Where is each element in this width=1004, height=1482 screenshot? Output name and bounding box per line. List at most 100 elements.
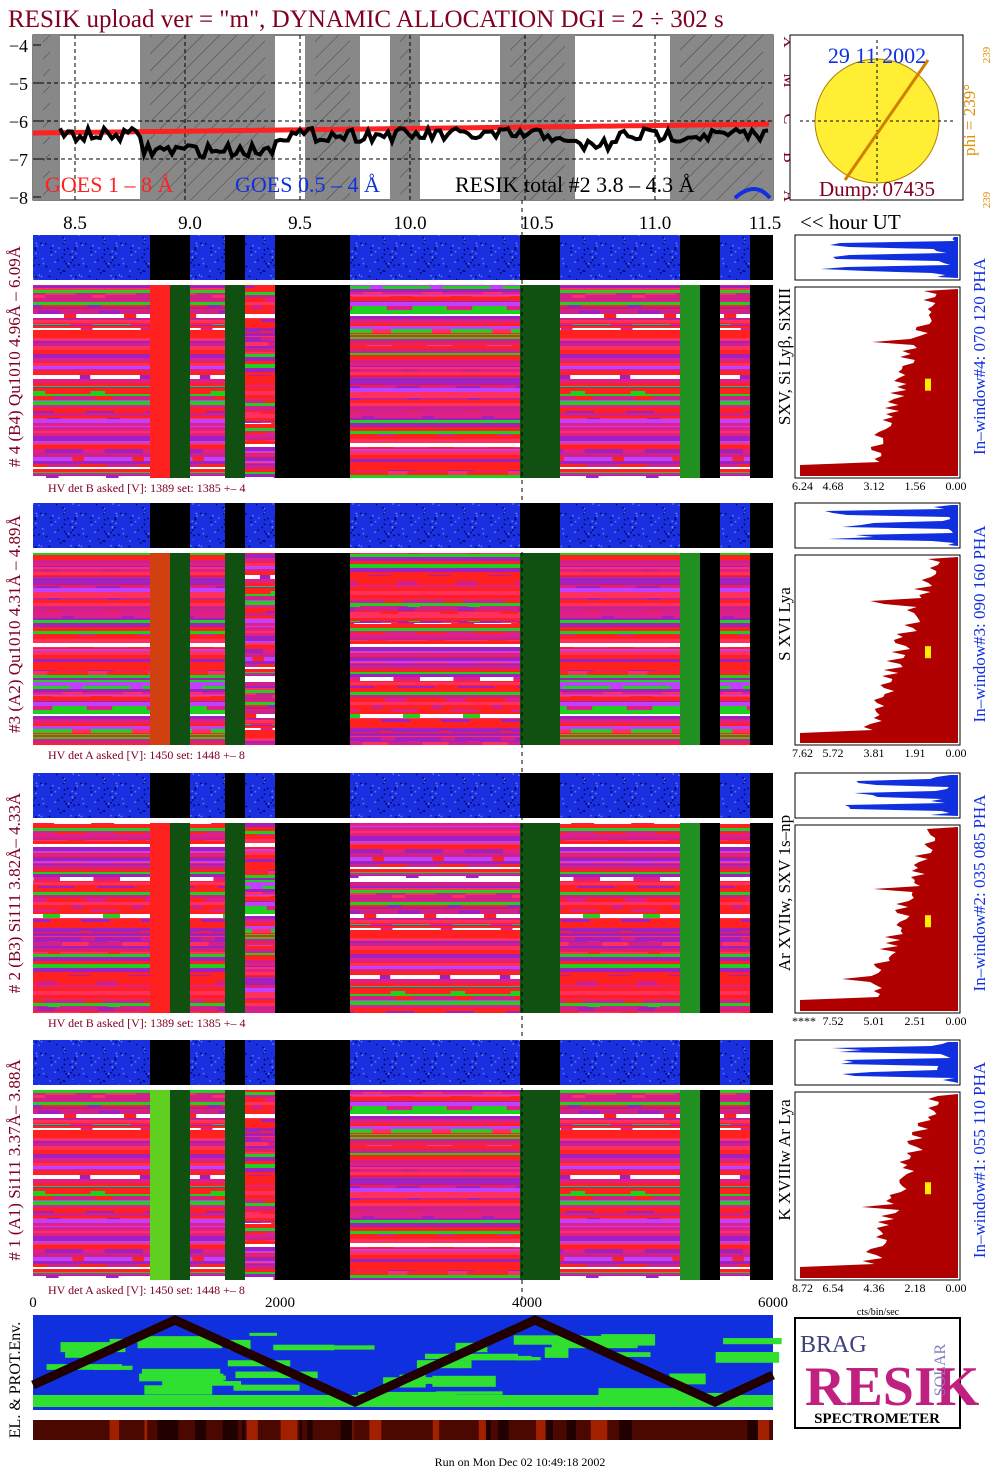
spectrogram-segment [225,1090,245,1280]
spectrogram-segment [720,553,750,745]
hist-tick-label: 6.54 [823,1281,844,1295]
spectrogram-segment [190,823,225,1013]
logo-bottom: SPECTROMETER [814,1411,940,1427]
env-bar-stripe [195,1420,206,1440]
hist-tick-label: 0.00 [946,479,967,493]
spectrogram-segment [245,285,275,478]
env-label: EL. & PROT.Env. [7,1322,24,1438]
hist-tick-label: 0.00 [946,746,967,760]
pha-strip [33,235,150,280]
x-tick-label: 11.5 [749,213,782,234]
spectrogram-segment [170,553,190,745]
spectrogram-segment [245,823,275,1013]
pha-strip [720,1040,750,1085]
panel-label: # 2 (B3) Si111 3.82Å– 4.33Å [5,792,24,993]
count-tick-label: 0 [29,1295,37,1311]
saa-hatch [150,35,265,200]
window-label: In–window#2: 035 085 PHA [970,794,989,992]
pha-strip [720,235,750,280]
flare-class: C [780,114,797,125]
spectrogram-segment [275,1090,350,1280]
hist-tick-label: 6.24 [792,479,813,493]
spectrogram-segment [245,553,275,745]
spectrogram-segment [350,285,520,478]
spectrogram-segment [190,285,225,478]
spectrogram-segment [150,553,170,745]
spectrogram-segment [560,823,680,1013]
flare-class: B [780,152,797,163]
saa-hatch [400,35,410,200]
hv-label: HV det A asked [V]: 1450 set: 1448 +– 8 [48,748,245,762]
logo-frame [794,1317,961,1429]
spectrogram-segment [170,1090,190,1280]
env-bar-stripe [109,1420,120,1440]
spectrogram-segment [680,823,700,1013]
pha-strip [245,1040,275,1085]
logo-side: SOLAR [932,1343,949,1396]
env-bar-stripe [299,1420,302,1440]
env-bar-stripe [307,1420,313,1440]
marker [925,378,931,391]
saa-hatch [680,35,763,200]
spectrogram-segment [720,1090,750,1280]
spectrogram-segment [700,285,720,478]
spectrogram-segment [520,285,560,478]
spectrogram-segment [680,285,700,478]
env-green [162,1381,242,1386]
env-green [614,1352,651,1357]
hist-tick-label: 5.72 [823,746,844,760]
env-green [227,1360,291,1367]
env-green [65,1349,100,1358]
marker [925,646,931,659]
env-bar-stripe [340,1420,353,1440]
env-green [233,1384,300,1391]
spectrogram-segment [750,553,773,745]
spectrogram-segment [225,553,245,745]
spectrogram-segment [275,285,350,478]
spectrogram-segment [700,823,720,1013]
spectrogram-segment [245,1090,275,1280]
orbit-arrow [843,59,930,181]
spectrogram-segment [700,553,720,745]
pha-strip [720,773,750,818]
title: RESIK upload ver = "m", DYNAMIC ALLOCATI… [8,6,724,33]
spectrogram-segment [520,1090,560,1280]
saa-hatch [43,35,50,200]
y-tick-label: −8 [9,188,28,208]
pha-strip [245,773,275,818]
spectrogram-segment [150,285,170,478]
env-green [144,1385,213,1395]
env-green [723,1338,782,1345]
env-bar [33,1420,773,1440]
env-bar-stripe [144,1420,148,1440]
hist-unit: cts/bin/sec [857,1307,900,1318]
y-tick-label: −6 [9,112,28,132]
saa-hatch [315,35,350,200]
pha-strip [350,1040,520,1085]
env-bar-stripe [566,1420,577,1440]
x-axis-label: << hour UT [800,210,901,234]
orbit-track [31,1315,775,1407]
spectrogram-segment [33,823,150,1013]
pha-hist [820,237,958,278]
env-bar-stripe [242,1420,245,1440]
spectrogram-segment [700,1090,720,1280]
hv-label: HV det B asked [V]: 1389 set: 1385 +– 4 [48,481,246,495]
pha-strip [350,503,520,548]
pha-strip [560,235,680,280]
spectrogram-segment [350,553,520,745]
goes-short-curve [733,187,772,200]
env-bar-stripe [226,1420,238,1440]
spectrogram-segment [520,823,560,1013]
spectrogram-segment [560,553,680,745]
spectrogram-segment [150,1090,170,1280]
env-green [60,1342,126,1353]
pha-strip [33,773,150,818]
hist-tick-label: 8.72 [792,1281,813,1295]
hist-tick-label: 7.62 [792,746,813,760]
pha-strip [720,503,750,548]
x-tick-label: 8.5 [63,213,87,234]
env-bar-stripe [544,1420,553,1440]
